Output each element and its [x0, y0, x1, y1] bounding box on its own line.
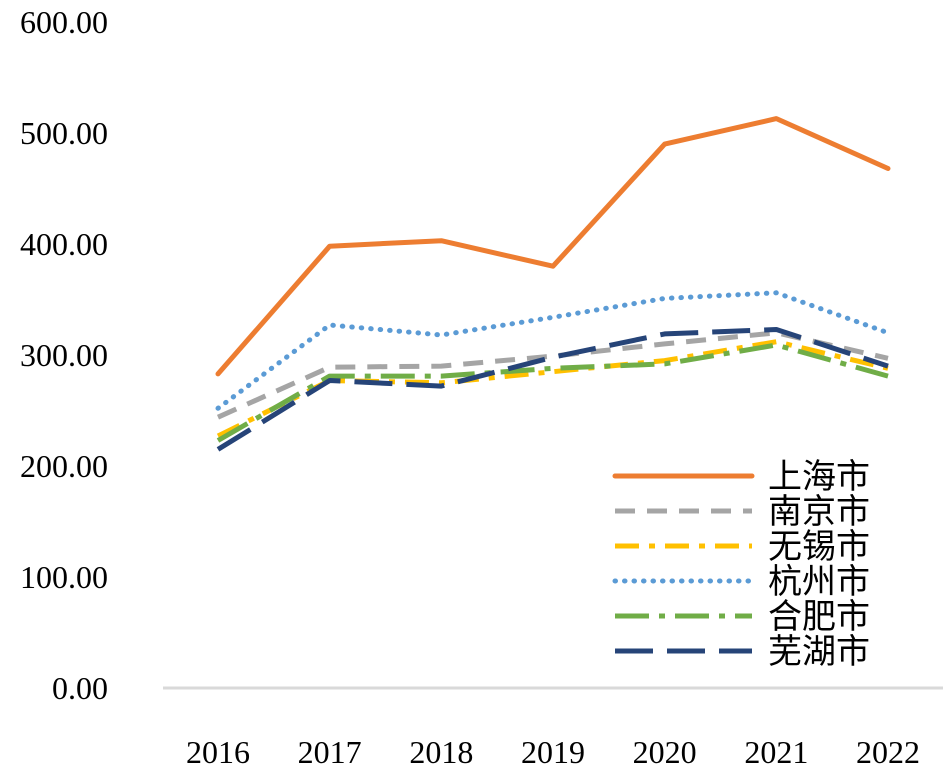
legend-item: 芜湖市: [615, 633, 870, 671]
y-tick-label: 100.00: [20, 559, 108, 595]
series-line: [216, 342, 889, 443]
legend-label: 芜湖市: [768, 633, 870, 671]
legend-label: 上海市: [768, 458, 870, 496]
y-tick-label: 300.00: [20, 337, 108, 373]
legend-label: 无锡市: [768, 528, 870, 566]
y-axis-tick-labels: 0.00 100.00 200.00 300.00 400.00 500.00 600.00: [20, 4, 108, 706]
x-tick-label: 2022: [856, 734, 920, 770]
x-tick-label: 2021: [744, 734, 808, 770]
y-tick-label: 200.00: [20, 448, 108, 484]
legend-label: 杭州市: [768, 563, 870, 601]
series-line: [216, 327, 889, 452]
x-tick-label: 2016: [186, 734, 250, 770]
legend-item: 无锡市: [615, 528, 870, 566]
series-line: [215, 290, 891, 411]
y-tick-label: 600.00: [20, 4, 108, 40]
legend-label: 南京市: [768, 493, 870, 531]
legend-item: 杭州市: [612, 563, 870, 601]
legend-item: 南京市: [615, 493, 870, 531]
series-line: [215, 116, 891, 377]
x-tick-label: 2020: [633, 734, 697, 770]
x-axis-tick-labels: 2016 2017 2018 2019 2020 2021 2022: [186, 734, 920, 770]
y-tick-label: 400.00: [20, 226, 108, 262]
legend-item: 合肥市: [615, 598, 870, 636]
y-tick-label: 500.00: [20, 115, 108, 151]
x-tick-label: 2018: [409, 734, 473, 770]
y-tick-label: 0.00: [52, 670, 108, 706]
series-lines: [215, 116, 891, 452]
x-tick-label: 2019: [521, 734, 585, 770]
legend-item: 上海市: [612, 458, 870, 496]
legend-label: 合肥市: [768, 598, 870, 636]
x-tick-label: 2017: [298, 734, 362, 770]
